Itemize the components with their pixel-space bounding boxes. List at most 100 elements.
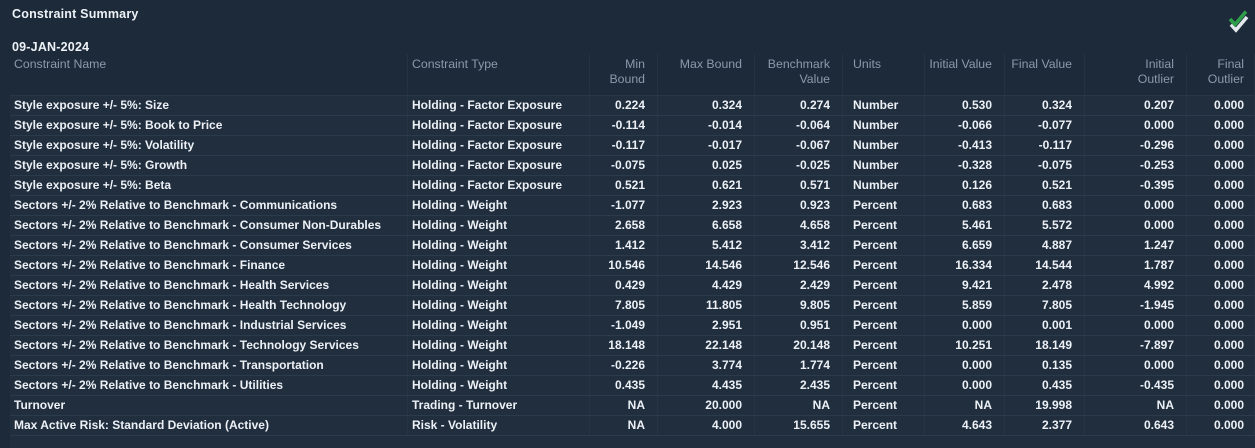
cell-init_outlier: 0.000 bbox=[1085, 316, 1187, 335]
table-row[interactable]: Sectors +/- 2% Relative to Benchmark - T… bbox=[10, 336, 1255, 356]
cell-units: Number bbox=[843, 136, 925, 155]
cell-final_outlier: 0.000 bbox=[1187, 316, 1255, 335]
cell-min: -0.226 bbox=[590, 356, 658, 375]
column-header-final[interactable]: Final Value bbox=[1005, 54, 1085, 95]
table-row[interactable]: Turnover Trading - Turnover NA 20.000 NA Perc… bbox=[10, 396, 1255, 416]
cell-final_outlier: 0.000 bbox=[1187, 336, 1255, 355]
cell-final: 0.001 bbox=[1005, 316, 1085, 335]
column-header-type[interactable]: Constraint Type bbox=[408, 54, 590, 95]
table-row[interactable]: Sectors +/- 2% Relative to Benchmark - H… bbox=[10, 296, 1255, 316]
column-header-init_outlier[interactable]: Initial Outlier bbox=[1085, 54, 1187, 95]
cell-min: 10.546 bbox=[590, 256, 658, 275]
cell-benchmark: 15.655 bbox=[755, 416, 843, 435]
cell-initial: 5.859 bbox=[925, 296, 1005, 315]
cell-initial: -0.328 bbox=[925, 156, 1005, 175]
cell-init_outlier: -7.897 bbox=[1085, 336, 1187, 355]
title-bar: Constraint Summary bbox=[0, 0, 1255, 33]
cell-initial: 0.683 bbox=[925, 196, 1005, 215]
column-header-benchmark[interactable]: Benchmark Value bbox=[755, 54, 843, 95]
cell-final_outlier: 0.000 bbox=[1187, 376, 1255, 395]
cell-benchmark: 2.435 bbox=[755, 376, 843, 395]
cell-min: NA bbox=[590, 396, 658, 415]
column-header-final_outlier[interactable]: Final Outlier bbox=[1187, 54, 1255, 95]
cell-type: Trading - Turnover bbox=[408, 396, 590, 415]
cell-initial: 9.421 bbox=[925, 276, 1005, 295]
cell-name: Style exposure +/- 5%: Size bbox=[10, 96, 408, 115]
cell-init_outlier: 0.000 bbox=[1085, 356, 1187, 375]
status-check-icon[interactable] bbox=[1223, 5, 1251, 33]
table-row[interactable]: Sectors +/- 2% Relative to Benchmark - F… bbox=[10, 256, 1255, 276]
cell-init_outlier: NA bbox=[1085, 396, 1187, 415]
cell-final: 2.377 bbox=[1005, 416, 1085, 435]
cell-type: Holding - Weight bbox=[408, 336, 590, 355]
cell-final: -0.075 bbox=[1005, 156, 1085, 175]
cell-max: 11.805 bbox=[658, 296, 755, 315]
cell-initial: 0.530 bbox=[925, 96, 1005, 115]
cell-initial: -0.066 bbox=[925, 116, 1005, 135]
cell-type: Risk - Volatility bbox=[408, 416, 590, 435]
cell-name: Style exposure +/- 5%: Volatility bbox=[10, 136, 408, 155]
cell-max: 0.025 bbox=[658, 156, 755, 175]
cell-units: Percent bbox=[843, 196, 925, 215]
cell-type: Holding - Weight bbox=[408, 296, 590, 315]
column-header-initial[interactable]: Initial Value bbox=[925, 54, 1005, 95]
constraint-table: Constraint Name Constraint Type Min Bound M… bbox=[10, 54, 1255, 448]
cell-min: 7.805 bbox=[590, 296, 658, 315]
table-row[interactable]: Sectors +/- 2% Relative to Benchmark - H… bbox=[10, 276, 1255, 296]
column-header-min[interactable]: Min Bound bbox=[590, 54, 658, 95]
cell-initial: -0.413 bbox=[925, 136, 1005, 155]
table-row[interactable]: Max Active Risk: Standard Deviation (Act… bbox=[10, 416, 1255, 436]
cell-initial: NA bbox=[925, 396, 1005, 415]
cell-units: Percent bbox=[843, 276, 925, 295]
cell-final_outlier: 0.000 bbox=[1187, 236, 1255, 255]
cell-benchmark: 0.923 bbox=[755, 196, 843, 215]
table-row[interactable]: Sectors +/- 2% Relative to Benchmark - C… bbox=[10, 216, 1255, 236]
cell-init_outlier: 4.992 bbox=[1085, 276, 1187, 295]
cell-init_outlier: 0.000 bbox=[1085, 196, 1187, 215]
cell-name: Sectors +/- 2% Relative to Benchmark - I… bbox=[10, 316, 408, 335]
cell-units: Percent bbox=[843, 356, 925, 375]
cell-max: 22.148 bbox=[658, 336, 755, 355]
cell-units: Percent bbox=[843, 296, 925, 315]
column-header-max[interactable]: Max Bound bbox=[658, 54, 755, 95]
cell-final_outlier: 0.000 bbox=[1187, 256, 1255, 275]
column-header-units[interactable]: Units bbox=[843, 54, 925, 95]
table-row[interactable]: Style exposure +/- 5%: Growth Holding - F… bbox=[10, 156, 1255, 176]
cell-units: Number bbox=[843, 116, 925, 135]
table-row[interactable]: Style exposure +/- 5%: Beta Holding - Fac… bbox=[10, 176, 1255, 196]
table-row[interactable]: Style exposure +/- 5%: Volatility Holding… bbox=[10, 136, 1255, 156]
cell-final: 19.998 bbox=[1005, 396, 1085, 415]
cell-units: Number bbox=[843, 156, 925, 175]
cell-benchmark: 20.148 bbox=[755, 336, 843, 355]
cell-benchmark: 9.805 bbox=[755, 296, 843, 315]
table-row[interactable]: Style exposure +/- 5%: Size Holding - Fac… bbox=[10, 96, 1255, 116]
cell-name: Sectors +/- 2% Relative to Benchmark - C… bbox=[10, 216, 408, 235]
cell-final_outlier: 0.000 bbox=[1187, 136, 1255, 155]
table-row[interactable]: Sectors +/- 2% Relative to Benchmark - C… bbox=[10, 196, 1255, 216]
cell-max: 14.546 bbox=[658, 256, 755, 275]
cell-type: Holding - Factor Exposure bbox=[408, 156, 590, 175]
table-row[interactable]: Style exposure +/- 5%: Book to Price Hold… bbox=[10, 116, 1255, 136]
cell-type: Holding - Weight bbox=[408, 316, 590, 335]
table-row[interactable]: Sectors +/- 2% Relative to Benchmark - C… bbox=[10, 236, 1255, 256]
cell-name: Sectors +/- 2% Relative to Benchmark - H… bbox=[10, 276, 408, 295]
cell-type: Holding - Weight bbox=[408, 216, 590, 235]
cell-benchmark: 4.658 bbox=[755, 216, 843, 235]
cell-init_outlier: -0.253 bbox=[1085, 156, 1187, 175]
cell-units: Percent bbox=[843, 396, 925, 415]
cell-benchmark: 2.429 bbox=[755, 276, 843, 295]
table-row[interactable]: Sectors +/- 2% Relative to Benchmark - U… bbox=[10, 376, 1255, 396]
cell-max: -0.014 bbox=[658, 116, 755, 135]
cell-final_outlier: 0.000 bbox=[1187, 276, 1255, 295]
cell-benchmark: 12.546 bbox=[755, 256, 843, 275]
cell-name: Sectors +/- 2% Relative to Benchmark - U… bbox=[10, 376, 408, 395]
cell-final: 0.683 bbox=[1005, 196, 1085, 215]
cell-init_outlier: 1.787 bbox=[1085, 256, 1187, 275]
table-row[interactable]: Sectors +/- 2% Relative to Benchmark - T… bbox=[10, 356, 1255, 376]
column-header-name[interactable]: Constraint Name bbox=[10, 54, 408, 95]
cell-final: 4.887 bbox=[1005, 236, 1085, 255]
cell-initial: 0.126 bbox=[925, 176, 1005, 195]
cell-max: 5.412 bbox=[658, 236, 755, 255]
cell-benchmark: 1.774 bbox=[755, 356, 843, 375]
table-row[interactable]: Sectors +/- 2% Relative to Benchmark - I… bbox=[10, 316, 1255, 336]
